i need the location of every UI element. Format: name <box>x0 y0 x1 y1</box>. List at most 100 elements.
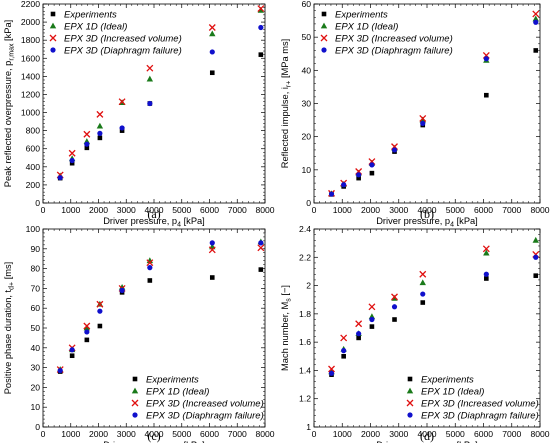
data-point-a <box>119 128 125 133</box>
data-point-d <box>391 304 398 310</box>
series-c-1 <box>57 238 265 372</box>
y-axis-title-d-unit: [−] <box>280 285 290 298</box>
series-d-1 <box>328 236 539 375</box>
data-point-a <box>96 110 104 118</box>
x-tick-label-b: 8000 <box>530 205 549 215</box>
data-point-d <box>369 324 375 329</box>
legend-marker-d <box>407 412 413 418</box>
panel-d: 0 1000 2000 3000 4000 5000 6000 7000 8000 1 1.2 1.4… <box>280 224 550 443</box>
data-point-a <box>209 30 216 37</box>
panel-c: 0 1000 2000 3000 4000 5000 6000 7000 8000 0 10 20 30… <box>3 224 275 443</box>
x-axis-title-a: Driver pressure, p4 [kPa] <box>103 216 205 229</box>
x-tick-label-c: 5000 <box>172 429 191 439</box>
x-axis-title-b: Driver pressure, p4 [kPa] <box>376 216 478 229</box>
data-point-c <box>147 278 153 283</box>
panel-label-d: (d) <box>420 429 434 443</box>
data-point-d <box>341 348 347 354</box>
data-point-a <box>68 149 76 157</box>
legend-label-d: Experiments <box>421 375 474 386</box>
legend-marker-a <box>49 34 57 42</box>
x-tick-label-c: 4000 <box>144 429 163 439</box>
x-tick-label-a: 8000 <box>255 205 274 215</box>
y-axis-title-a: Peak reflected overpressure, pr,max [kPa… <box>3 20 16 188</box>
x-tick-label-c: 0 <box>41 429 46 439</box>
y-tick-label-b: 10 <box>301 165 311 175</box>
data-point-a <box>257 5 265 12</box>
data-point-b <box>484 92 489 98</box>
y-tick-label-c: 90 <box>30 244 40 254</box>
data-point-c <box>209 275 215 280</box>
data-point-d <box>484 276 489 281</box>
panel-label-c: (c) <box>147 429 160 443</box>
x-tick-label-a: 0 <box>41 205 46 215</box>
data-point-b <box>341 182 347 188</box>
y-tick-label-d: 2 <box>306 281 311 291</box>
data-point-b <box>532 10 540 18</box>
data-point-a <box>209 49 215 55</box>
y-tick-label-c: 80 <box>30 264 40 274</box>
data-point-c <box>257 244 265 252</box>
y-tick-label-d: 1.6 <box>299 337 311 347</box>
data-point-c <box>69 347 75 353</box>
series-c-2 <box>56 244 265 374</box>
data-point-a <box>69 157 75 164</box>
y-tick-label-c: 100 <box>26 224 41 234</box>
legend-marker-a <box>49 22 57 29</box>
y-tick-label-b: 0 <box>306 198 311 208</box>
data-point-a <box>258 24 264 31</box>
data-point-b <box>369 162 375 168</box>
data-point-c <box>57 367 63 374</box>
x-axis-title-b-text: Driver pressure, p <box>376 216 450 226</box>
y-tick-label-a: 2200 <box>21 0 40 9</box>
data-point-b <box>483 56 489 62</box>
y-tick-label-d: 1.4 <box>299 365 311 375</box>
data-point-d <box>355 320 363 328</box>
data-point-b <box>328 191 335 197</box>
series-a-0 <box>57 52 264 181</box>
y-tick-label-c: 50 <box>30 323 40 333</box>
series-d-2 <box>328 245 540 373</box>
legend-marker-a <box>50 11 56 17</box>
data-point-b <box>356 175 361 181</box>
x-tick-label-d: 6000 <box>474 429 493 439</box>
legend-marker-c <box>132 412 138 418</box>
data-point-d <box>340 334 348 342</box>
data-point-b <box>532 15 539 22</box>
y-axis-title-a-subscript: r,max <box>9 43 16 61</box>
x-axis-title-a-subscript: 4 <box>177 222 181 229</box>
data-point-c <box>258 240 264 246</box>
data-point-a <box>119 125 125 131</box>
x-tick-label-c: 3000 <box>117 429 136 439</box>
y-tick-label-a: 0 <box>35 198 40 208</box>
data-point-c <box>69 353 75 359</box>
y-tick-label-a: 1200 <box>21 89 40 99</box>
data-point-c <box>146 259 154 267</box>
y-tick-label-c: 10 <box>30 402 40 412</box>
y-tick-label-c: 70 <box>30 283 40 293</box>
data-point-c <box>83 322 91 330</box>
x-axis-title-a-unit: [kPa] <box>181 216 205 226</box>
legend-label-c: Experiments <box>146 375 199 386</box>
y-axis-title-b-unit: [MPa ms] <box>280 39 290 81</box>
data-point-c <box>119 287 125 293</box>
data-point-a <box>118 98 126 106</box>
y-axis-title-c-text: Positive phase duration, t <box>3 289 13 394</box>
data-point-b <box>419 116 426 123</box>
x-tick-label-a: 5000 <box>172 205 191 215</box>
x-axis-title-b-subscript: 4 <box>450 222 454 229</box>
x-axis-title-a-text: Driver pressure, p <box>103 216 177 226</box>
y-tick-label-b: 60 <box>301 0 311 9</box>
x-tick-label-d: 4000 <box>417 429 436 439</box>
data-point-c <box>208 246 216 254</box>
y-tick-label-c: 0 <box>35 422 40 432</box>
data-point-a <box>83 130 91 138</box>
data-point-d <box>419 270 427 278</box>
x-tick-label-d: 1000 <box>333 429 352 439</box>
x-tick-label-b: 5000 <box>446 205 465 215</box>
legend-marker-b <box>321 47 327 53</box>
legend-marker-b <box>320 34 328 42</box>
legend-label-c: EPX 3D (Diaphragm failure) <box>146 411 264 422</box>
data-point-c <box>97 308 103 314</box>
